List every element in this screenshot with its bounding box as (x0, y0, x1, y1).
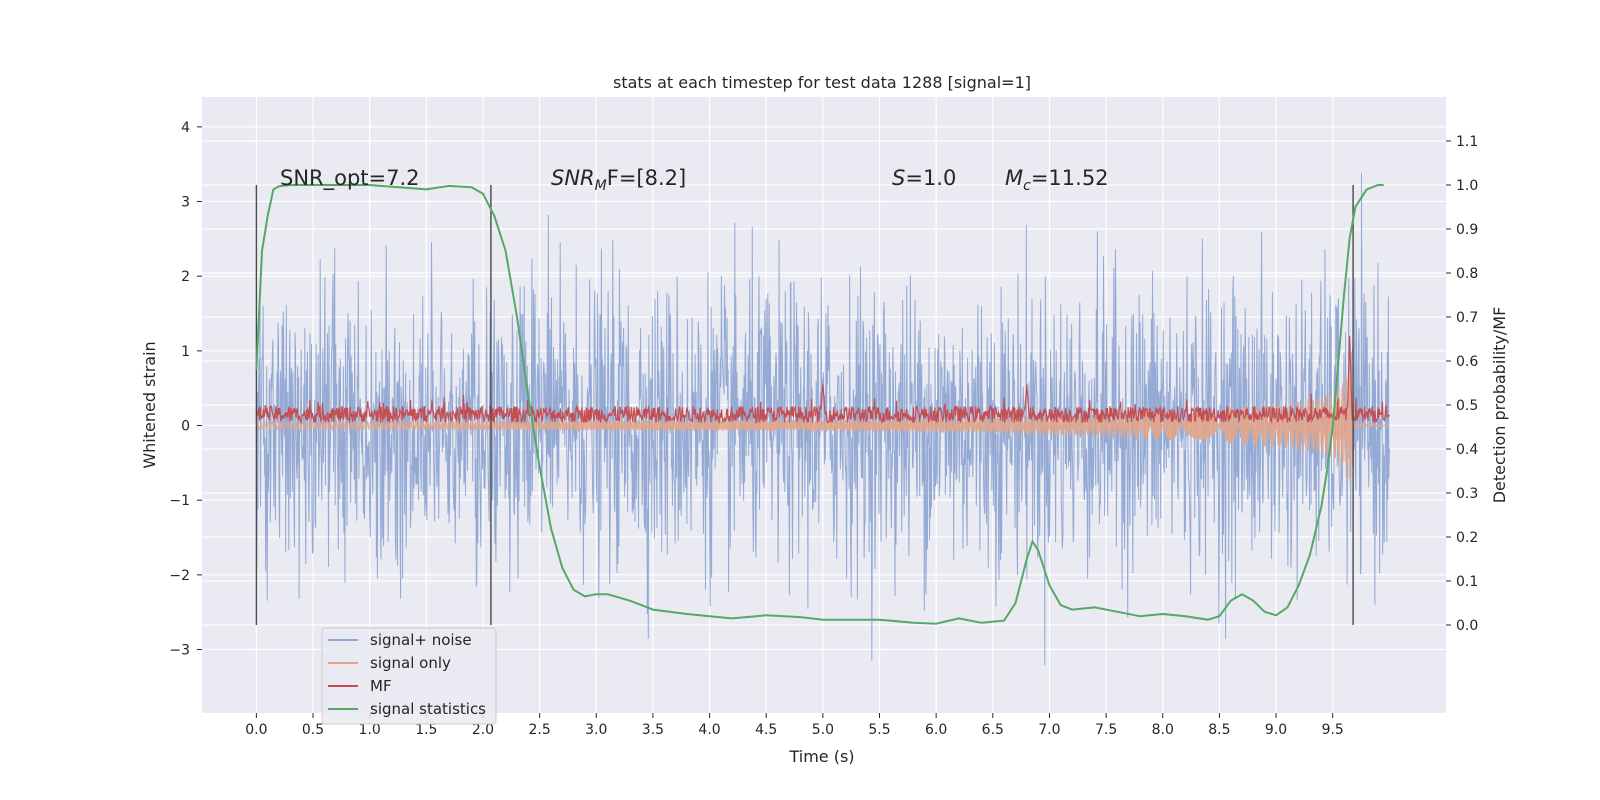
x-tick-label: 3.5 (642, 722, 664, 738)
y-tick-label-left: −3 (169, 643, 190, 659)
x-tick-label: 8.5 (1208, 722, 1230, 738)
annotation-mc-sub: c (1023, 178, 1031, 194)
series-signal-only (255, 364, 1390, 486)
annotation-mc: Mc=11.52 (1005, 166, 1109, 194)
legend: signal+ noise signal only MF signal stat… (321, 627, 497, 725)
y-tick-label-right: 0.1 (1456, 574, 1478, 590)
y-tick-label-left: −2 (169, 568, 190, 584)
x-tick-label: 4.0 (698, 722, 720, 738)
y-tick-label-right: 0.5 (1456, 398, 1478, 414)
series-signal-statistics (255, 184, 1384, 625)
y-tick-label-right: 0.3 (1456, 486, 1478, 502)
x-tick-label: 1.0 (359, 722, 381, 738)
y-tick-label-left: −1 (169, 493, 190, 509)
y-tick-label-left: 0 (181, 419, 190, 435)
annotation-mc-rest: =11.52 (1031, 166, 1109, 190)
annotation-mc-main: M (1005, 166, 1023, 190)
y-tick-label-left: 3 (181, 195, 190, 211)
x-tick-label: 2.0 (472, 722, 494, 738)
x-tick-label: 8.0 (1152, 722, 1174, 738)
annotation-snr-mf-rest: F=[8.2] (607, 166, 686, 190)
annotation-s-main: S (892, 166, 905, 190)
y-tick-label-right: 0.8 (1456, 266, 1478, 282)
x-tick-label: 0.5 (302, 722, 324, 738)
y-tick-label-left: 4 (181, 120, 190, 136)
legend-label-mf: MF (370, 677, 392, 695)
x-tick-label: 1.5 (415, 722, 437, 738)
legend-label-signal-statistics: signal statistics (370, 700, 486, 718)
y-tick-label-right: 0.2 (1456, 530, 1478, 546)
series-layer (255, 172, 1390, 666)
x-tick-label: 3.0 (585, 722, 607, 738)
y-axis-label-right: Detection probability/MF (1490, 307, 1509, 504)
chart-title: stats at each timestep for test data 128… (613, 73, 1031, 92)
ticks: 0.0 0.5 1.0 1.5 2.0 2.5 3.0 3.5 4.0 4.5 5.0 5.5 6.0 6… (169, 120, 1478, 738)
y-tick-label-left: 1 (181, 344, 190, 360)
x-tick-label: 5.0 (812, 722, 834, 738)
annotation-snr-mf-main: SNR (551, 166, 595, 190)
x-tick-label: 7.5 (1095, 722, 1117, 738)
y-tick-label-right: 0.6 (1456, 354, 1478, 370)
annotation-snr-opt: SNR_opt=7.2 (280, 166, 420, 191)
x-tick-label: 9.0 (1265, 722, 1287, 738)
legend-label-signal-only: signal only (370, 654, 451, 672)
x-tick-label: 2.5 (528, 722, 550, 738)
x-tick-label: 5.5 (868, 722, 890, 738)
x-tick-label: 0.0 (245, 722, 267, 738)
series-mf (255, 335, 1390, 425)
annotation-s-rest: =1.0 (905, 166, 956, 190)
annotation-snr-mf: SNRMF=[8.2] (551, 166, 686, 194)
x-tick-label: 4.5 (755, 722, 777, 738)
y-tick-label-right: 1.0 (1456, 178, 1478, 194)
y-tick-label-right: 1.1 (1456, 134, 1478, 150)
y-tick-label-right: 0.9 (1456, 222, 1478, 238)
x-axis-label: Time (s) (788, 747, 854, 766)
x-tick-label: 7.0 (1038, 722, 1060, 738)
annotation-s: S=1.0 (892, 166, 956, 190)
legend-label-signal-noise: signal+ noise (370, 631, 472, 649)
annotation-snr-mf-sub: M (595, 178, 607, 194)
x-tick-label: 6.0 (925, 722, 947, 738)
y-axis-label-left: Whitened strain (140, 341, 159, 468)
y-tick-label-right: 0.0 (1456, 618, 1478, 634)
y-tick-label-left: 2 (181, 269, 190, 285)
x-tick-label: 9.5 (1322, 722, 1344, 738)
y-tick-label-right: 0.7 (1456, 310, 1478, 326)
y-tick-label-right: 0.4 (1456, 442, 1478, 458)
legend-box (321, 627, 497, 725)
x-tick-label: 6.5 (982, 722, 1004, 738)
